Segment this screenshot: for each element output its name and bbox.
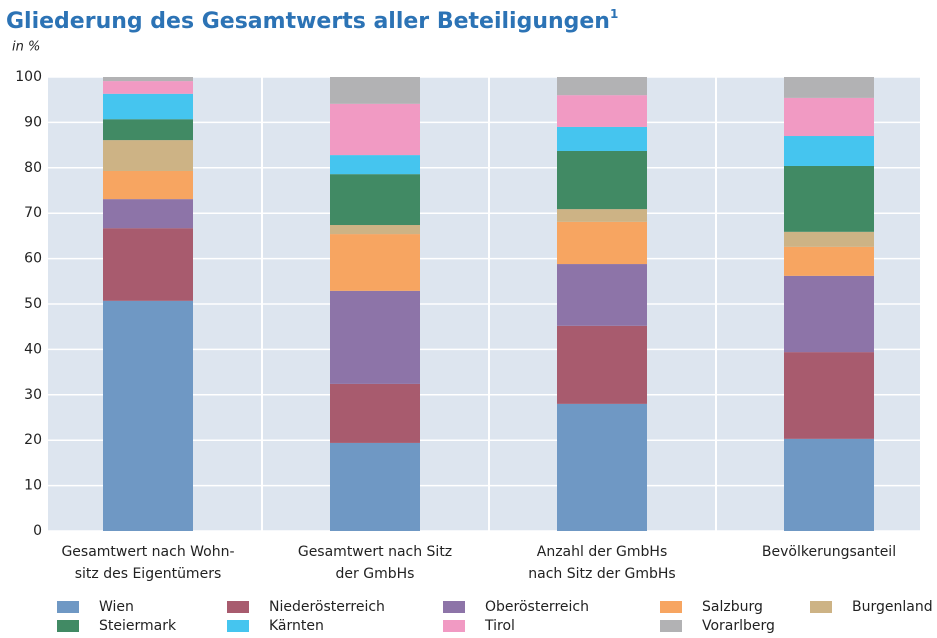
bar-segment [784, 438, 874, 531]
y-tick-label: 60 [24, 251, 42, 267]
bar-segment [784, 136, 874, 166]
bar-segment [784, 275, 874, 353]
legend-label: Burgenland [852, 599, 933, 615]
title-footnote: 1 [610, 7, 618, 21]
y-tick-label: 90 [24, 114, 42, 130]
bar-segment [784, 352, 874, 439]
legend-label: Vorarlberg [702, 618, 775, 634]
bar-segment [557, 221, 647, 265]
y-tick-label: 50 [24, 296, 42, 312]
bar-segment [557, 325, 647, 404]
y-tick-label: 20 [24, 432, 42, 448]
legend-swatch [810, 601, 832, 613]
legend-swatch [660, 620, 682, 632]
subtitle: in % [12, 40, 40, 55]
bar-segment [784, 231, 874, 247]
bar-segment [557, 126, 647, 152]
chart-title: Gliederung des Gesamtwerts aller Beteili… [6, 7, 618, 35]
x-tick-label: Anzahl der GmbHs [537, 544, 668, 560]
bar-segment [557, 264, 647, 326]
legend-label: Tirol [484, 618, 515, 634]
bar-segment [330, 225, 420, 235]
legend-swatch [227, 620, 249, 632]
bar-segment [557, 77, 647, 96]
bar-segment [557, 403, 647, 531]
bar-segment [330, 442, 420, 531]
y-tick-label: 70 [24, 205, 42, 221]
bar-segment [557, 95, 647, 127]
y-tick-label: 100 [15, 69, 42, 85]
bar-segment [103, 170, 193, 200]
bar-segment [103, 81, 193, 94]
bar-segment [103, 300, 193, 531]
legend-label: Wien [99, 599, 134, 615]
legend-label: Oberösterreich [485, 599, 589, 615]
y-tick-label: 0 [33, 523, 42, 539]
y-tick-label: 80 [24, 160, 42, 176]
legend-swatch [660, 601, 682, 613]
y-tick-label: 30 [24, 387, 42, 403]
y-tick-label: 10 [24, 478, 42, 494]
bar-segment [103, 119, 193, 141]
bar-segment [784, 165, 874, 232]
y-tick-label: 40 [24, 341, 42, 357]
grid [48, 76, 920, 532]
bar-segment [330, 174, 420, 226]
title-text: Gliederung des Gesamtwerts aller Beteili… [6, 9, 610, 34]
bar-segment [330, 290, 420, 384]
x-tick-label: Bevölkerungsanteil [762, 544, 896, 560]
bar-segment [330, 77, 420, 104]
legend-swatch [227, 601, 249, 613]
x-tick-label: Gesamtwert nach Sitz [298, 544, 452, 560]
bar-segment [103, 77, 193, 82]
bar-segment [103, 140, 193, 171]
legend-label: Kärnten [269, 618, 324, 634]
x-tick-label: Gesamtwert nach Wohn- [61, 544, 234, 560]
legend-label: Steiermark [99, 618, 177, 634]
legend-label: Niederösterreich [269, 599, 385, 615]
bar-segment [103, 228, 193, 301]
bar-segment [103, 199, 193, 229]
bar-segment [103, 93, 193, 120]
x-tick-label: der GmbHs [336, 566, 415, 582]
legend-label: Salzburg [702, 599, 763, 615]
x-tick-label: sitz des Eigentümers [75, 566, 222, 582]
bar-segment [330, 383, 420, 443]
bar-segment [330, 234, 420, 291]
bar-segment [784, 97, 874, 137]
legend-swatch [57, 601, 79, 613]
legend-swatch [443, 620, 465, 632]
bar-segment [784, 77, 874, 98]
bar-segment [784, 246, 874, 276]
bar-segment [330, 103, 420, 156]
x-tick-label: nach Sitz der GmbHs [528, 566, 675, 582]
bar-segment [557, 209, 647, 222]
legend-swatch [443, 601, 465, 613]
bar-segment [330, 155, 420, 175]
bar-segment [557, 151, 647, 210]
legend-swatch [57, 620, 79, 632]
